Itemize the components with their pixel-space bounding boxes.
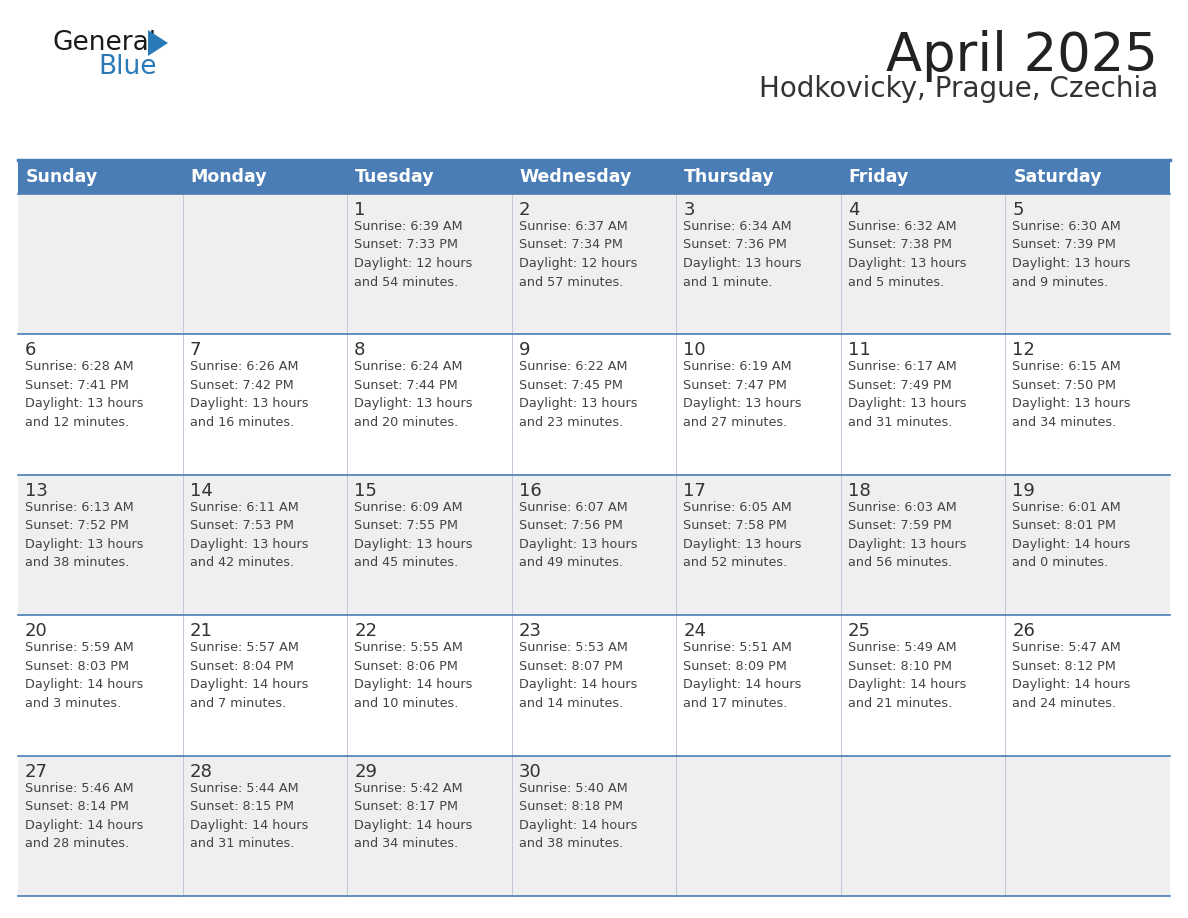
Text: 10: 10 xyxy=(683,341,706,360)
Text: Sunrise: 5:44 AM
Sunset: 8:15 PM
Daylight: 14 hours
and 31 minutes.: Sunrise: 5:44 AM Sunset: 8:15 PM Dayligh… xyxy=(190,781,308,850)
Text: Sunrise: 6:26 AM
Sunset: 7:42 PM
Daylight: 13 hours
and 16 minutes.: Sunrise: 6:26 AM Sunset: 7:42 PM Dayligh… xyxy=(190,361,308,429)
Text: Sunday: Sunday xyxy=(26,168,99,186)
Bar xyxy=(18,334,1170,475)
Text: 8: 8 xyxy=(354,341,366,360)
Text: 21: 21 xyxy=(190,622,213,640)
Text: 22: 22 xyxy=(354,622,377,640)
Text: Sunrise: 6:17 AM
Sunset: 7:49 PM
Daylight: 13 hours
and 31 minutes.: Sunrise: 6:17 AM Sunset: 7:49 PM Dayligh… xyxy=(848,361,966,429)
Text: Sunrise: 5:53 AM
Sunset: 8:07 PM
Daylight: 14 hours
and 14 minutes.: Sunrise: 5:53 AM Sunset: 8:07 PM Dayligh… xyxy=(519,641,637,710)
Text: 26: 26 xyxy=(1012,622,1035,640)
Text: 25: 25 xyxy=(848,622,871,640)
Text: 29: 29 xyxy=(354,763,377,780)
Text: Sunrise: 6:01 AM
Sunset: 8:01 PM
Daylight: 14 hours
and 0 minutes.: Sunrise: 6:01 AM Sunset: 8:01 PM Dayligh… xyxy=(1012,501,1131,569)
Text: Sunrise: 6:05 AM
Sunset: 7:58 PM
Daylight: 13 hours
and 52 minutes.: Sunrise: 6:05 AM Sunset: 7:58 PM Dayligh… xyxy=(683,501,802,569)
Bar xyxy=(18,756,1170,896)
Text: 7: 7 xyxy=(190,341,201,360)
Bar xyxy=(18,194,1170,334)
Text: 17: 17 xyxy=(683,482,706,499)
Text: Sunrise: 5:40 AM
Sunset: 8:18 PM
Daylight: 14 hours
and 38 minutes.: Sunrise: 5:40 AM Sunset: 8:18 PM Dayligh… xyxy=(519,781,637,850)
Text: Sunrise: 5:42 AM
Sunset: 8:17 PM
Daylight: 14 hours
and 34 minutes.: Sunrise: 5:42 AM Sunset: 8:17 PM Dayligh… xyxy=(354,781,473,850)
Text: Blue: Blue xyxy=(97,54,157,80)
Text: 19: 19 xyxy=(1012,482,1035,499)
Text: Sunrise: 6:22 AM
Sunset: 7:45 PM
Daylight: 13 hours
and 23 minutes.: Sunrise: 6:22 AM Sunset: 7:45 PM Dayligh… xyxy=(519,361,637,429)
Text: 6: 6 xyxy=(25,341,37,360)
Text: Sunrise: 6:32 AM
Sunset: 7:38 PM
Daylight: 13 hours
and 5 minutes.: Sunrise: 6:32 AM Sunset: 7:38 PM Dayligh… xyxy=(848,220,966,288)
Text: Sunrise: 5:46 AM
Sunset: 8:14 PM
Daylight: 14 hours
and 28 minutes.: Sunrise: 5:46 AM Sunset: 8:14 PM Dayligh… xyxy=(25,781,144,850)
Text: General: General xyxy=(52,30,156,56)
Text: 30: 30 xyxy=(519,763,542,780)
Text: 9: 9 xyxy=(519,341,530,360)
Text: Thursday: Thursday xyxy=(684,168,775,186)
Text: 13: 13 xyxy=(25,482,48,499)
Text: 20: 20 xyxy=(25,622,48,640)
Text: Sunrise: 6:24 AM
Sunset: 7:44 PM
Daylight: 13 hours
and 20 minutes.: Sunrise: 6:24 AM Sunset: 7:44 PM Dayligh… xyxy=(354,361,473,429)
Text: Sunrise: 5:55 AM
Sunset: 8:06 PM
Daylight: 14 hours
and 10 minutes.: Sunrise: 5:55 AM Sunset: 8:06 PM Dayligh… xyxy=(354,641,473,710)
Text: 28: 28 xyxy=(190,763,213,780)
Text: Sunrise: 5:49 AM
Sunset: 8:10 PM
Daylight: 14 hours
and 21 minutes.: Sunrise: 5:49 AM Sunset: 8:10 PM Dayligh… xyxy=(848,641,966,710)
Bar xyxy=(18,160,1170,194)
Text: Sunrise: 6:39 AM
Sunset: 7:33 PM
Daylight: 12 hours
and 54 minutes.: Sunrise: 6:39 AM Sunset: 7:33 PM Dayligh… xyxy=(354,220,473,288)
Text: Sunrise: 5:57 AM
Sunset: 8:04 PM
Daylight: 14 hours
and 7 minutes.: Sunrise: 5:57 AM Sunset: 8:04 PM Dayligh… xyxy=(190,641,308,710)
Text: Sunrise: 6:03 AM
Sunset: 7:59 PM
Daylight: 13 hours
and 56 minutes.: Sunrise: 6:03 AM Sunset: 7:59 PM Dayligh… xyxy=(848,501,966,569)
Text: 5: 5 xyxy=(1012,201,1024,219)
Text: 11: 11 xyxy=(848,341,871,360)
Text: April 2025: April 2025 xyxy=(886,30,1158,82)
Text: Sunrise: 6:11 AM
Sunset: 7:53 PM
Daylight: 13 hours
and 42 minutes.: Sunrise: 6:11 AM Sunset: 7:53 PM Dayligh… xyxy=(190,501,308,569)
Bar xyxy=(18,615,1170,756)
Text: Sunrise: 6:37 AM
Sunset: 7:34 PM
Daylight: 12 hours
and 57 minutes.: Sunrise: 6:37 AM Sunset: 7:34 PM Dayligh… xyxy=(519,220,637,288)
Text: Sunrise: 6:07 AM
Sunset: 7:56 PM
Daylight: 13 hours
and 49 minutes.: Sunrise: 6:07 AM Sunset: 7:56 PM Dayligh… xyxy=(519,501,637,569)
Bar xyxy=(18,475,1170,615)
Text: Tuesday: Tuesday xyxy=(355,168,435,186)
Text: Sunrise: 6:09 AM
Sunset: 7:55 PM
Daylight: 13 hours
and 45 minutes.: Sunrise: 6:09 AM Sunset: 7:55 PM Dayligh… xyxy=(354,501,473,569)
Text: Sunrise: 5:47 AM
Sunset: 8:12 PM
Daylight: 14 hours
and 24 minutes.: Sunrise: 5:47 AM Sunset: 8:12 PM Dayligh… xyxy=(1012,641,1131,710)
Text: 2: 2 xyxy=(519,201,530,219)
Text: Sunrise: 6:15 AM
Sunset: 7:50 PM
Daylight: 13 hours
and 34 minutes.: Sunrise: 6:15 AM Sunset: 7:50 PM Dayligh… xyxy=(1012,361,1131,429)
Text: 3: 3 xyxy=(683,201,695,219)
Text: 18: 18 xyxy=(848,482,871,499)
Text: 24: 24 xyxy=(683,622,707,640)
Text: 14: 14 xyxy=(190,482,213,499)
Text: 4: 4 xyxy=(848,201,859,219)
Text: 23: 23 xyxy=(519,622,542,640)
Text: Saturday: Saturday xyxy=(1013,168,1102,186)
Text: Hodkovicky, Prague, Czechia: Hodkovicky, Prague, Czechia xyxy=(759,75,1158,103)
Text: Sunrise: 5:51 AM
Sunset: 8:09 PM
Daylight: 14 hours
and 17 minutes.: Sunrise: 5:51 AM Sunset: 8:09 PM Dayligh… xyxy=(683,641,802,710)
Text: 27: 27 xyxy=(25,763,48,780)
Text: 12: 12 xyxy=(1012,341,1035,360)
Text: Sunrise: 6:28 AM
Sunset: 7:41 PM
Daylight: 13 hours
and 12 minutes.: Sunrise: 6:28 AM Sunset: 7:41 PM Dayligh… xyxy=(25,361,144,429)
Text: Sunrise: 6:13 AM
Sunset: 7:52 PM
Daylight: 13 hours
and 38 minutes.: Sunrise: 6:13 AM Sunset: 7:52 PM Dayligh… xyxy=(25,501,144,569)
Polygon shape xyxy=(148,30,168,56)
Text: Sunrise: 6:34 AM
Sunset: 7:36 PM
Daylight: 13 hours
and 1 minute.: Sunrise: 6:34 AM Sunset: 7:36 PM Dayligh… xyxy=(683,220,802,288)
Text: Sunrise: 5:59 AM
Sunset: 8:03 PM
Daylight: 14 hours
and 3 minutes.: Sunrise: 5:59 AM Sunset: 8:03 PM Dayligh… xyxy=(25,641,144,710)
Text: Sunrise: 6:30 AM
Sunset: 7:39 PM
Daylight: 13 hours
and 9 minutes.: Sunrise: 6:30 AM Sunset: 7:39 PM Dayligh… xyxy=(1012,220,1131,288)
Text: Sunrise: 6:19 AM
Sunset: 7:47 PM
Daylight: 13 hours
and 27 minutes.: Sunrise: 6:19 AM Sunset: 7:47 PM Dayligh… xyxy=(683,361,802,429)
Text: 16: 16 xyxy=(519,482,542,499)
Text: Friday: Friday xyxy=(849,168,909,186)
Text: 15: 15 xyxy=(354,482,377,499)
Text: Wednesday: Wednesday xyxy=(519,168,632,186)
Text: Monday: Monday xyxy=(190,168,267,186)
Text: 1: 1 xyxy=(354,201,366,219)
